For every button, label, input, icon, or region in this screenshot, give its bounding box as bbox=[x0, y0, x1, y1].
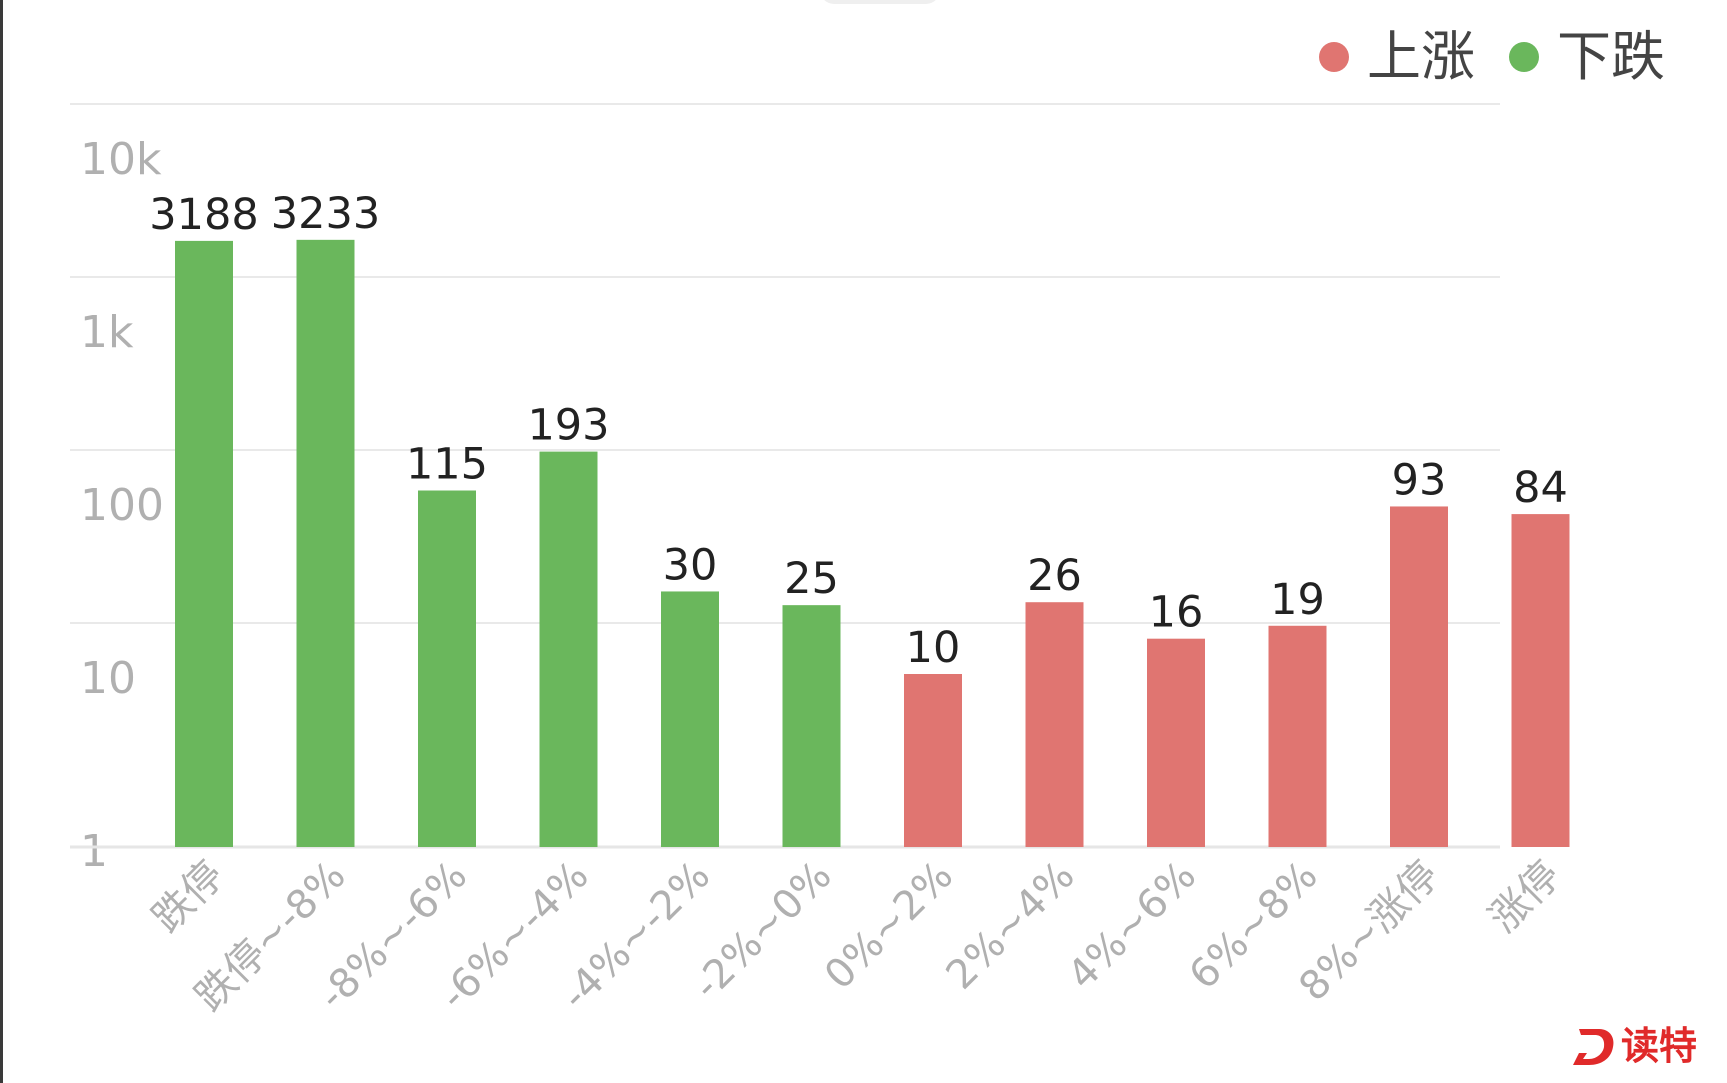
x-tick-label: 2%~4% bbox=[938, 853, 1084, 999]
bar-2%~4% bbox=[1025, 602, 1084, 847]
data-label: 19 bbox=[1270, 575, 1325, 625]
data-label: 25 bbox=[784, 554, 839, 604]
bar--6%~-4% bbox=[539, 451, 598, 847]
data-label: 115 bbox=[406, 439, 488, 489]
top-handle bbox=[820, 0, 940, 4]
data-label: 30 bbox=[663, 540, 718, 590]
data-label: 193 bbox=[527, 401, 609, 451]
legend-label-up: 上涨 bbox=[1367, 25, 1475, 88]
bar-0%~2% bbox=[904, 674, 962, 847]
bar--2%~0% bbox=[782, 605, 841, 847]
data-label: 93 bbox=[1392, 455, 1447, 505]
data-label: 16 bbox=[1149, 588, 1204, 638]
data-label: 3233 bbox=[271, 189, 380, 239]
bar-8%~涨停 bbox=[1390, 506, 1448, 847]
bar--8%~-6% bbox=[418, 490, 476, 847]
y-tick-label: 10k bbox=[80, 134, 162, 185]
data-label: 26 bbox=[1027, 551, 1082, 601]
x-tick-label: 4%~6% bbox=[1059, 853, 1205, 999]
legend-dot-down-icon bbox=[1509, 42, 1539, 72]
bar-4%~6% bbox=[1147, 638, 1205, 847]
chart-legend: 上涨 下跌 bbox=[1319, 30, 1665, 84]
bar-跌停~-8% bbox=[296, 239, 355, 848]
bar-6%~8% bbox=[1268, 625, 1327, 847]
y-tick-label: 10 bbox=[80, 653, 136, 704]
data-label: 10 bbox=[906, 623, 961, 673]
data-label: 3188 bbox=[149, 190, 258, 240]
bar-跌停 bbox=[175, 240, 233, 847]
y-tick-label: 100 bbox=[80, 480, 164, 531]
y-tick-label: 1 bbox=[80, 826, 108, 877]
watermark: 读特 bbox=[1571, 1023, 1697, 1069]
bar--4%~-2% bbox=[661, 591, 719, 847]
watermark-text: 读特 bbox=[1620, 1024, 1697, 1068]
watermark-logo-icon bbox=[1572, 1029, 1614, 1065]
window-left-edge bbox=[0, 0, 3, 1083]
legend-item-up[interactable]: 上涨 bbox=[1319, 30, 1475, 84]
legend-label-down: 下跌 bbox=[1557, 25, 1665, 88]
x-tick-label: 跌停 bbox=[144, 853, 233, 942]
x-tick-label: 0%~2% bbox=[816, 853, 962, 999]
x-tick-label: 涨停 bbox=[1480, 853, 1569, 942]
y-tick-label: 1k bbox=[80, 307, 134, 358]
data-label: 84 bbox=[1513, 463, 1568, 513]
legend-dot-up-icon bbox=[1319, 42, 1349, 72]
legend-item-down[interactable]: 下跌 bbox=[1509, 30, 1665, 84]
bar-涨停 bbox=[1511, 514, 1570, 847]
